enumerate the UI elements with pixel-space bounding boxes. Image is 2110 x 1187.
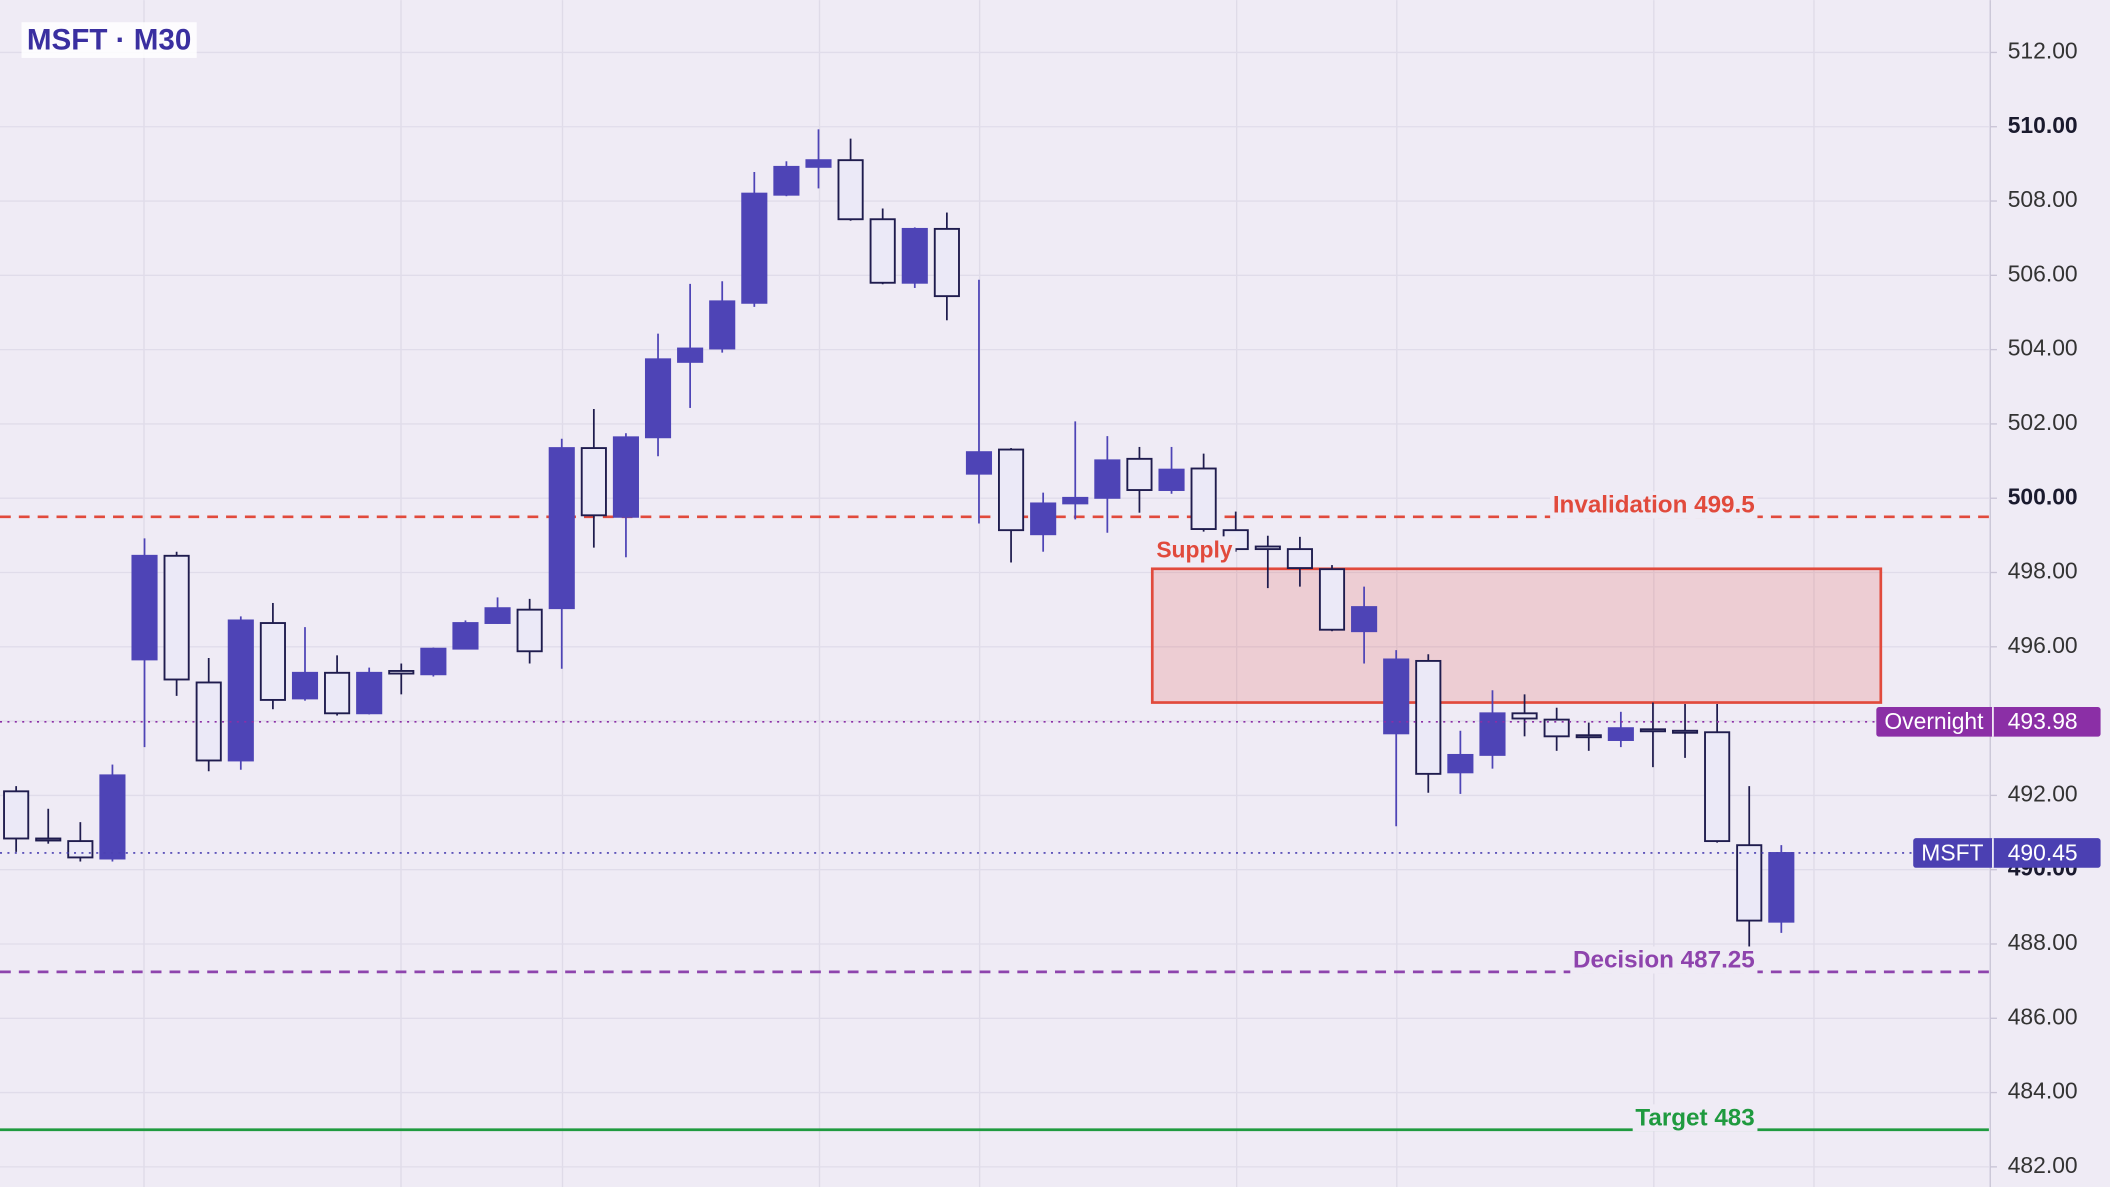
candle-body bbox=[452, 622, 479, 650]
candle-body bbox=[837, 159, 864, 221]
y-tick-label: 484.00 bbox=[2008, 1078, 2078, 1104]
candle-body bbox=[324, 671, 351, 715]
candle-body bbox=[3, 790, 30, 840]
level-label: Invalidation 499.5 bbox=[1553, 491, 1755, 518]
candle-body bbox=[1736, 844, 1763, 922]
badge-bg bbox=[1876, 707, 2101, 737]
badge-bg bbox=[1913, 838, 2101, 868]
y-tick-label: 508.00 bbox=[2008, 186, 2078, 212]
candle-body bbox=[1190, 467, 1217, 530]
level-label-bg bbox=[1550, 491, 1758, 519]
candle-body bbox=[1479, 712, 1506, 756]
candle-body bbox=[901, 227, 928, 284]
candle-body bbox=[99, 774, 126, 860]
candle-body bbox=[965, 451, 993, 475]
y-tick-label: 496.00 bbox=[2008, 632, 2078, 658]
chart-title: MSFT · M30 bbox=[27, 24, 191, 57]
badge-value: 490.45 bbox=[2008, 839, 2078, 865]
candle-body bbox=[933, 227, 960, 298]
candle-body bbox=[612, 436, 639, 518]
candle-body bbox=[356, 671, 383, 715]
candle-body bbox=[709, 300, 736, 350]
candle-body bbox=[35, 837, 62, 842]
candle-body bbox=[67, 840, 94, 859]
candle-body bbox=[484, 607, 511, 624]
candle-body bbox=[677, 347, 704, 363]
supply-zone bbox=[1150, 567, 1883, 704]
candle-body bbox=[1254, 545, 1281, 551]
candle-body bbox=[131, 554, 158, 661]
y-tick-label: 512.00 bbox=[2008, 37, 2078, 63]
y-tick-label: 488.00 bbox=[2008, 929, 2078, 955]
badge-value: 493.98 bbox=[2008, 708, 2078, 734]
title-bg bbox=[21, 22, 197, 58]
candle-body bbox=[1383, 658, 1410, 735]
candle-body bbox=[869, 218, 896, 284]
candle-body bbox=[644, 358, 672, 439]
level-label-bg bbox=[1632, 1104, 1758, 1132]
candle-body bbox=[1030, 502, 1057, 536]
candle-body bbox=[1415, 659, 1442, 775]
candle-body bbox=[1543, 718, 1570, 738]
level-label-bg bbox=[1570, 946, 1758, 974]
candle-body bbox=[420, 647, 447, 676]
candle-body bbox=[580, 447, 607, 517]
candle-body bbox=[773, 165, 800, 196]
candle-body bbox=[1447, 753, 1474, 774]
candle-body bbox=[741, 192, 768, 304]
candle-body bbox=[1511, 712, 1538, 720]
y-tick-label: 502.00 bbox=[2008, 409, 2078, 435]
candle-body bbox=[1094, 459, 1121, 499]
y-tick-label: 506.00 bbox=[2008, 260, 2078, 286]
y-tick-label: 504.00 bbox=[2008, 335, 2078, 361]
y-tick-label: 492.00 bbox=[2008, 780, 2078, 806]
candle-body bbox=[1704, 731, 1731, 843]
price-badge: MSFT 490.45 bbox=[1913, 838, 2101, 868]
y-tick-label: 510.00 bbox=[2008, 112, 2078, 138]
candle-body bbox=[1575, 734, 1602, 739]
candle-body bbox=[259, 622, 286, 701]
candle-body bbox=[1286, 548, 1313, 569]
y-tick-label: 498.00 bbox=[2008, 558, 2078, 584]
candle-body bbox=[1351, 606, 1378, 633]
zone-label-bg bbox=[1153, 536, 1236, 563]
price-badge: Overnight 493.98 bbox=[1876, 707, 2101, 737]
candle-body bbox=[1126, 457, 1153, 491]
level-label: Target 483 bbox=[1635, 1104, 1754, 1131]
candle-body bbox=[548, 447, 575, 610]
candle-body bbox=[1639, 728, 1666, 733]
candle-body bbox=[1318, 568, 1346, 631]
candle-body bbox=[998, 448, 1025, 532]
candle-body bbox=[388, 670, 415, 675]
candle-body bbox=[291, 671, 319, 700]
y-tick-label: 500.00 bbox=[2008, 483, 2078, 509]
candle-body bbox=[1062, 496, 1089, 505]
y-tick-label: 482.00 bbox=[2008, 1152, 2078, 1178]
badge-name: MSFT bbox=[1921, 839, 1983, 865]
level-label: Decision 487.25 bbox=[1573, 946, 1755, 973]
candle-body bbox=[1671, 729, 1699, 734]
candle-body bbox=[1158, 468, 1185, 491]
candle-body bbox=[1768, 852, 1795, 923]
candle-body bbox=[805, 159, 832, 168]
candle-body bbox=[227, 619, 254, 762]
candle-body bbox=[516, 608, 543, 653]
zone-label: Supply bbox=[1156, 536, 1232, 562]
candle-body bbox=[163, 554, 190, 681]
badge-name: Overnight bbox=[1884, 708, 1984, 734]
candle-body bbox=[1607, 727, 1634, 741]
y-tick-label: 486.00 bbox=[2008, 1003, 2078, 1029]
